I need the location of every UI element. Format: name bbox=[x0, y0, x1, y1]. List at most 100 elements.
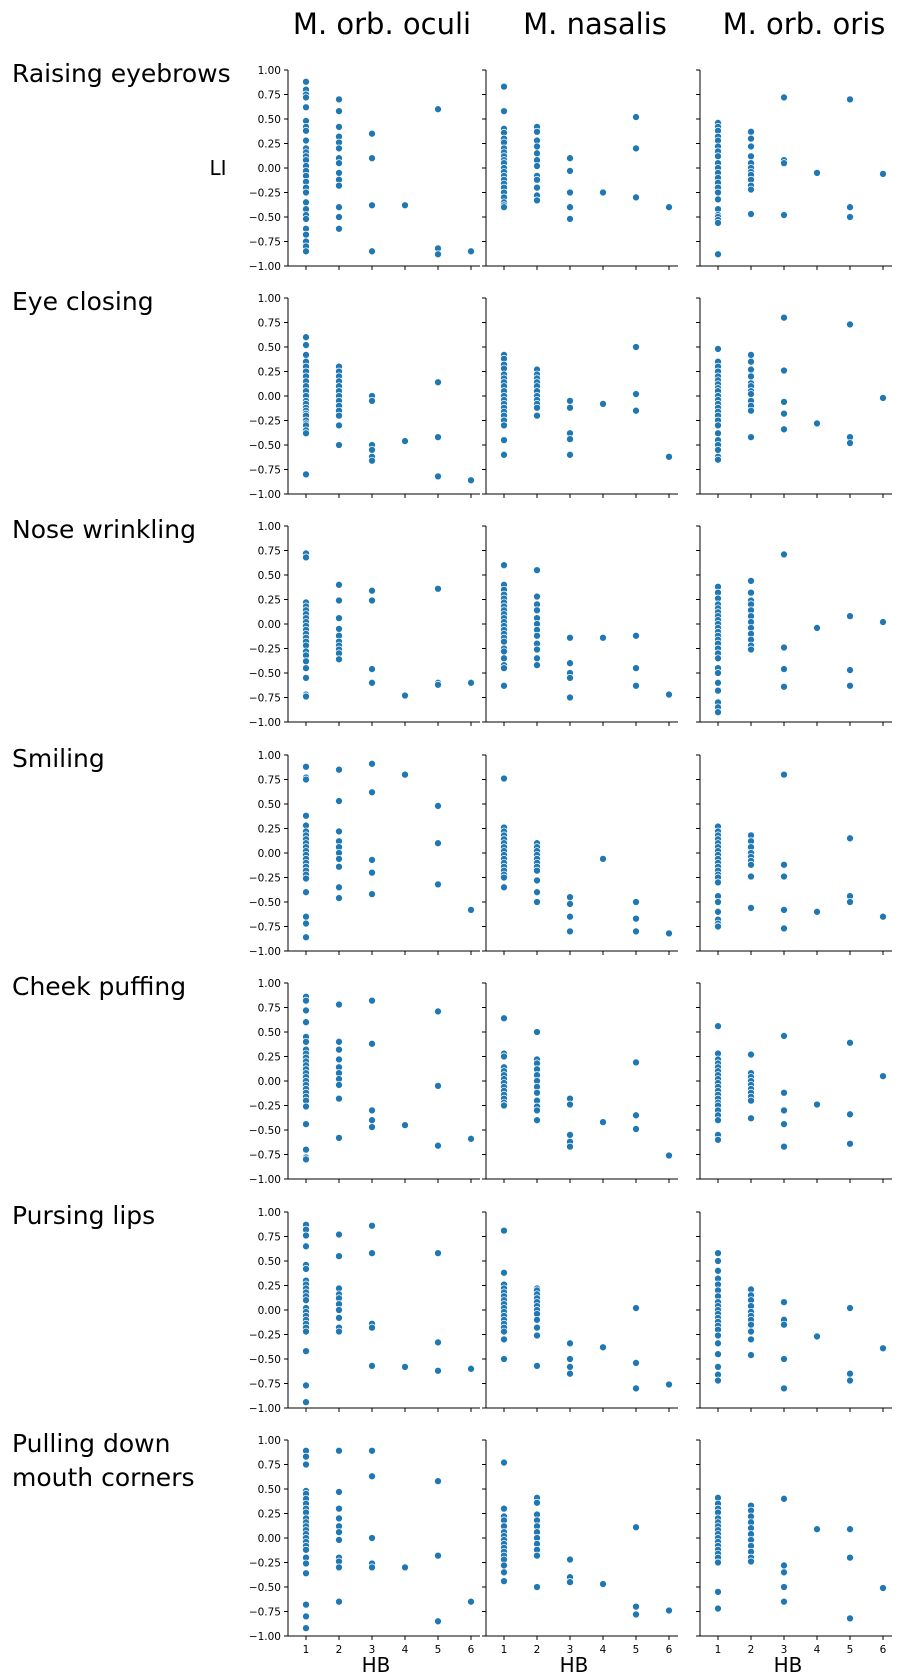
data-point bbox=[846, 1304, 854, 1312]
y-tick-label: 0.75 bbox=[258, 1232, 281, 1244]
data-point bbox=[533, 149, 541, 158]
y-tick-label: −0.75 bbox=[249, 922, 281, 934]
data-point bbox=[747, 1050, 755, 1059]
data-point bbox=[302, 996, 310, 1005]
data-point bbox=[714, 878, 722, 887]
y-tick-label: 1.00 bbox=[258, 1207, 281, 1219]
data-point bbox=[533, 1116, 541, 1125]
x-tick-label: 3 bbox=[369, 1644, 376, 1656]
data-point bbox=[335, 122, 343, 131]
data-point bbox=[368, 247, 376, 256]
data-point bbox=[846, 439, 854, 447]
y-tick-label: −0.75 bbox=[249, 1379, 281, 1391]
data-point bbox=[467, 905, 475, 914]
data-point bbox=[434, 378, 442, 387]
data-point bbox=[846, 1525, 854, 1534]
data-point bbox=[714, 219, 722, 227]
data-point bbox=[714, 1376, 722, 1385]
data-point bbox=[335, 95, 343, 104]
data-point bbox=[566, 1142, 574, 1151]
data-point bbox=[434, 584, 442, 593]
data-point bbox=[846, 1553, 854, 1562]
data-point bbox=[846, 1614, 854, 1623]
data-point bbox=[780, 1355, 788, 1363]
column-title: M. orb. oris bbox=[723, 7, 886, 41]
data-point bbox=[566, 215, 574, 223]
data-point bbox=[302, 341, 310, 349]
data-point bbox=[533, 1315, 541, 1324]
y-tick-label: 0.00 bbox=[258, 1076, 281, 1088]
data-point bbox=[533, 1498, 541, 1507]
data-point bbox=[302, 1398, 310, 1406]
y-tick-label: 0.00 bbox=[258, 1533, 281, 1545]
data-point bbox=[467, 1597, 475, 1606]
data-point bbox=[302, 1242, 310, 1251]
y-tick-label: 0.50 bbox=[258, 1256, 281, 1268]
data-point bbox=[714, 654, 722, 663]
data-point bbox=[566, 1369, 574, 1378]
data-point bbox=[533, 1362, 541, 1370]
x-tick-label: 4 bbox=[402, 1644, 409, 1656]
data-point bbox=[566, 633, 574, 642]
panel: 1 2 3 4 5 6 bbox=[482, 1439, 678, 1656]
data-point bbox=[665, 1380, 673, 1389]
data-point bbox=[566, 403, 574, 412]
data-point bbox=[335, 1252, 343, 1260]
data-point bbox=[401, 201, 409, 210]
data-point bbox=[747, 1351, 755, 1359]
data-point bbox=[335, 580, 343, 589]
data-point bbox=[434, 1141, 442, 1150]
data-point bbox=[780, 665, 788, 673]
panel bbox=[696, 297, 892, 498]
data-point bbox=[714, 1604, 722, 1613]
data-point bbox=[714, 345, 722, 353]
data-point bbox=[434, 839, 442, 848]
panel bbox=[696, 525, 892, 726]
data-point bbox=[879, 912, 887, 921]
panel bbox=[696, 1211, 892, 1412]
data-point bbox=[533, 898, 541, 906]
data-point bbox=[401, 691, 409, 700]
data-point bbox=[632, 113, 640, 121]
data-point bbox=[302, 136, 310, 145]
data-point bbox=[780, 643, 788, 652]
data-point bbox=[335, 862, 343, 871]
y-tick-label: 0.50 bbox=[258, 342, 281, 354]
x-axis-label: HB bbox=[560, 1653, 589, 1677]
data-point bbox=[533, 1088, 541, 1097]
data-point bbox=[368, 129, 376, 138]
data-point bbox=[533, 175, 541, 184]
data-point bbox=[747, 142, 755, 151]
data-point bbox=[302, 762, 310, 771]
data-point bbox=[632, 631, 640, 640]
data-point bbox=[566, 912, 574, 921]
data-point bbox=[747, 1320, 755, 1329]
data-point bbox=[302, 188, 310, 197]
data-point bbox=[302, 919, 310, 928]
panel bbox=[482, 982, 678, 1183]
data-point bbox=[434, 1551, 442, 1560]
y-tick-label: 0.25 bbox=[258, 595, 281, 607]
data-point bbox=[747, 904, 755, 912]
data-point bbox=[533, 876, 541, 885]
data-point bbox=[747, 357, 755, 366]
data-point bbox=[335, 1536, 343, 1544]
data-point bbox=[368, 154, 376, 163]
data-point bbox=[846, 612, 854, 621]
data-point bbox=[599, 1343, 607, 1352]
data-point bbox=[368, 1362, 376, 1370]
data-point bbox=[335, 894, 343, 902]
data-point bbox=[335, 1306, 343, 1314]
data-point bbox=[500, 203, 508, 212]
data-point bbox=[780, 93, 788, 102]
column-title: M. orb. oculi bbox=[293, 7, 471, 41]
row-label: Nose wrinkling bbox=[12, 515, 196, 544]
data-point bbox=[533, 411, 541, 420]
data-point bbox=[434, 1617, 442, 1626]
data-point bbox=[714, 1249, 722, 1258]
y-tick-label: −1.00 bbox=[249, 1631, 281, 1643]
data-point bbox=[302, 888, 310, 897]
x-tick-label: 5 bbox=[847, 1644, 854, 1656]
y-tick-label: −1.00 bbox=[249, 717, 281, 729]
data-point bbox=[500, 436, 508, 444]
